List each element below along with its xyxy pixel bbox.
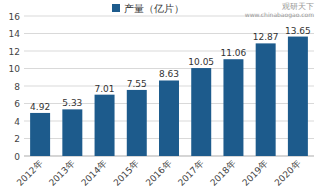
y-tick-label: 0	[14, 152, 20, 162]
bar	[288, 37, 308, 156]
x-tick-label: 2018年	[208, 158, 238, 188]
y-tick-label: 4	[14, 117, 20, 127]
data-label: 10.05	[188, 57, 214, 67]
bar	[95, 95, 115, 156]
legend-swatch	[112, 4, 120, 12]
bar	[191, 68, 211, 156]
y-tick-label: 14	[9, 29, 21, 39]
bar	[30, 113, 50, 156]
bars	[30, 37, 308, 156]
x-tick-label: 2016年	[144, 158, 174, 188]
y-tick-label: 8	[14, 82, 20, 92]
data-label: 11.06	[221, 48, 247, 58]
x-tick-label: 2020年	[273, 158, 303, 188]
annotation: www.chinabaogao.com	[245, 11, 314, 19]
bar	[62, 109, 82, 156]
data-label: 12.87	[253, 32, 279, 42]
data-label: 5.33	[62, 98, 82, 108]
data-label: 8.63	[159, 69, 179, 79]
data-label: 7.55	[127, 79, 147, 89]
legend-label: 产量（亿片）	[124, 3, 184, 14]
chart: 0 2 4 6 8 10 12 14 16 4.92 5.33 7.01 7.55 8.63 10.05 11…	[0, 0, 320, 190]
y-tick-label: 2	[14, 134, 20, 144]
x-tick-label: 2012年	[15, 158, 45, 188]
x-tick-label: 2015年	[112, 158, 142, 188]
y-tick-label: 16	[9, 12, 21, 22]
y-tick-label: 6	[14, 99, 20, 109]
annotation: 观研天下	[282, 2, 314, 11]
bar	[159, 80, 179, 156]
x-tick-label: 2019年	[240, 158, 270, 188]
data-label: 4.92	[30, 102, 50, 112]
bar	[256, 43, 276, 156]
bar	[127, 90, 147, 156]
bar	[223, 59, 243, 156]
legend: 产量（亿片）	[112, 3, 184, 14]
x-tick-label: 2014年	[79, 158, 109, 188]
data-label: 7.01	[95, 84, 115, 94]
y-tick-label: 12	[9, 47, 20, 57]
x-tick-label: 2017年	[176, 158, 206, 188]
x-tick-label: 2013年	[47, 158, 77, 188]
y-tick-label: 10	[9, 64, 21, 74]
data-label: 13.65	[285, 26, 311, 36]
